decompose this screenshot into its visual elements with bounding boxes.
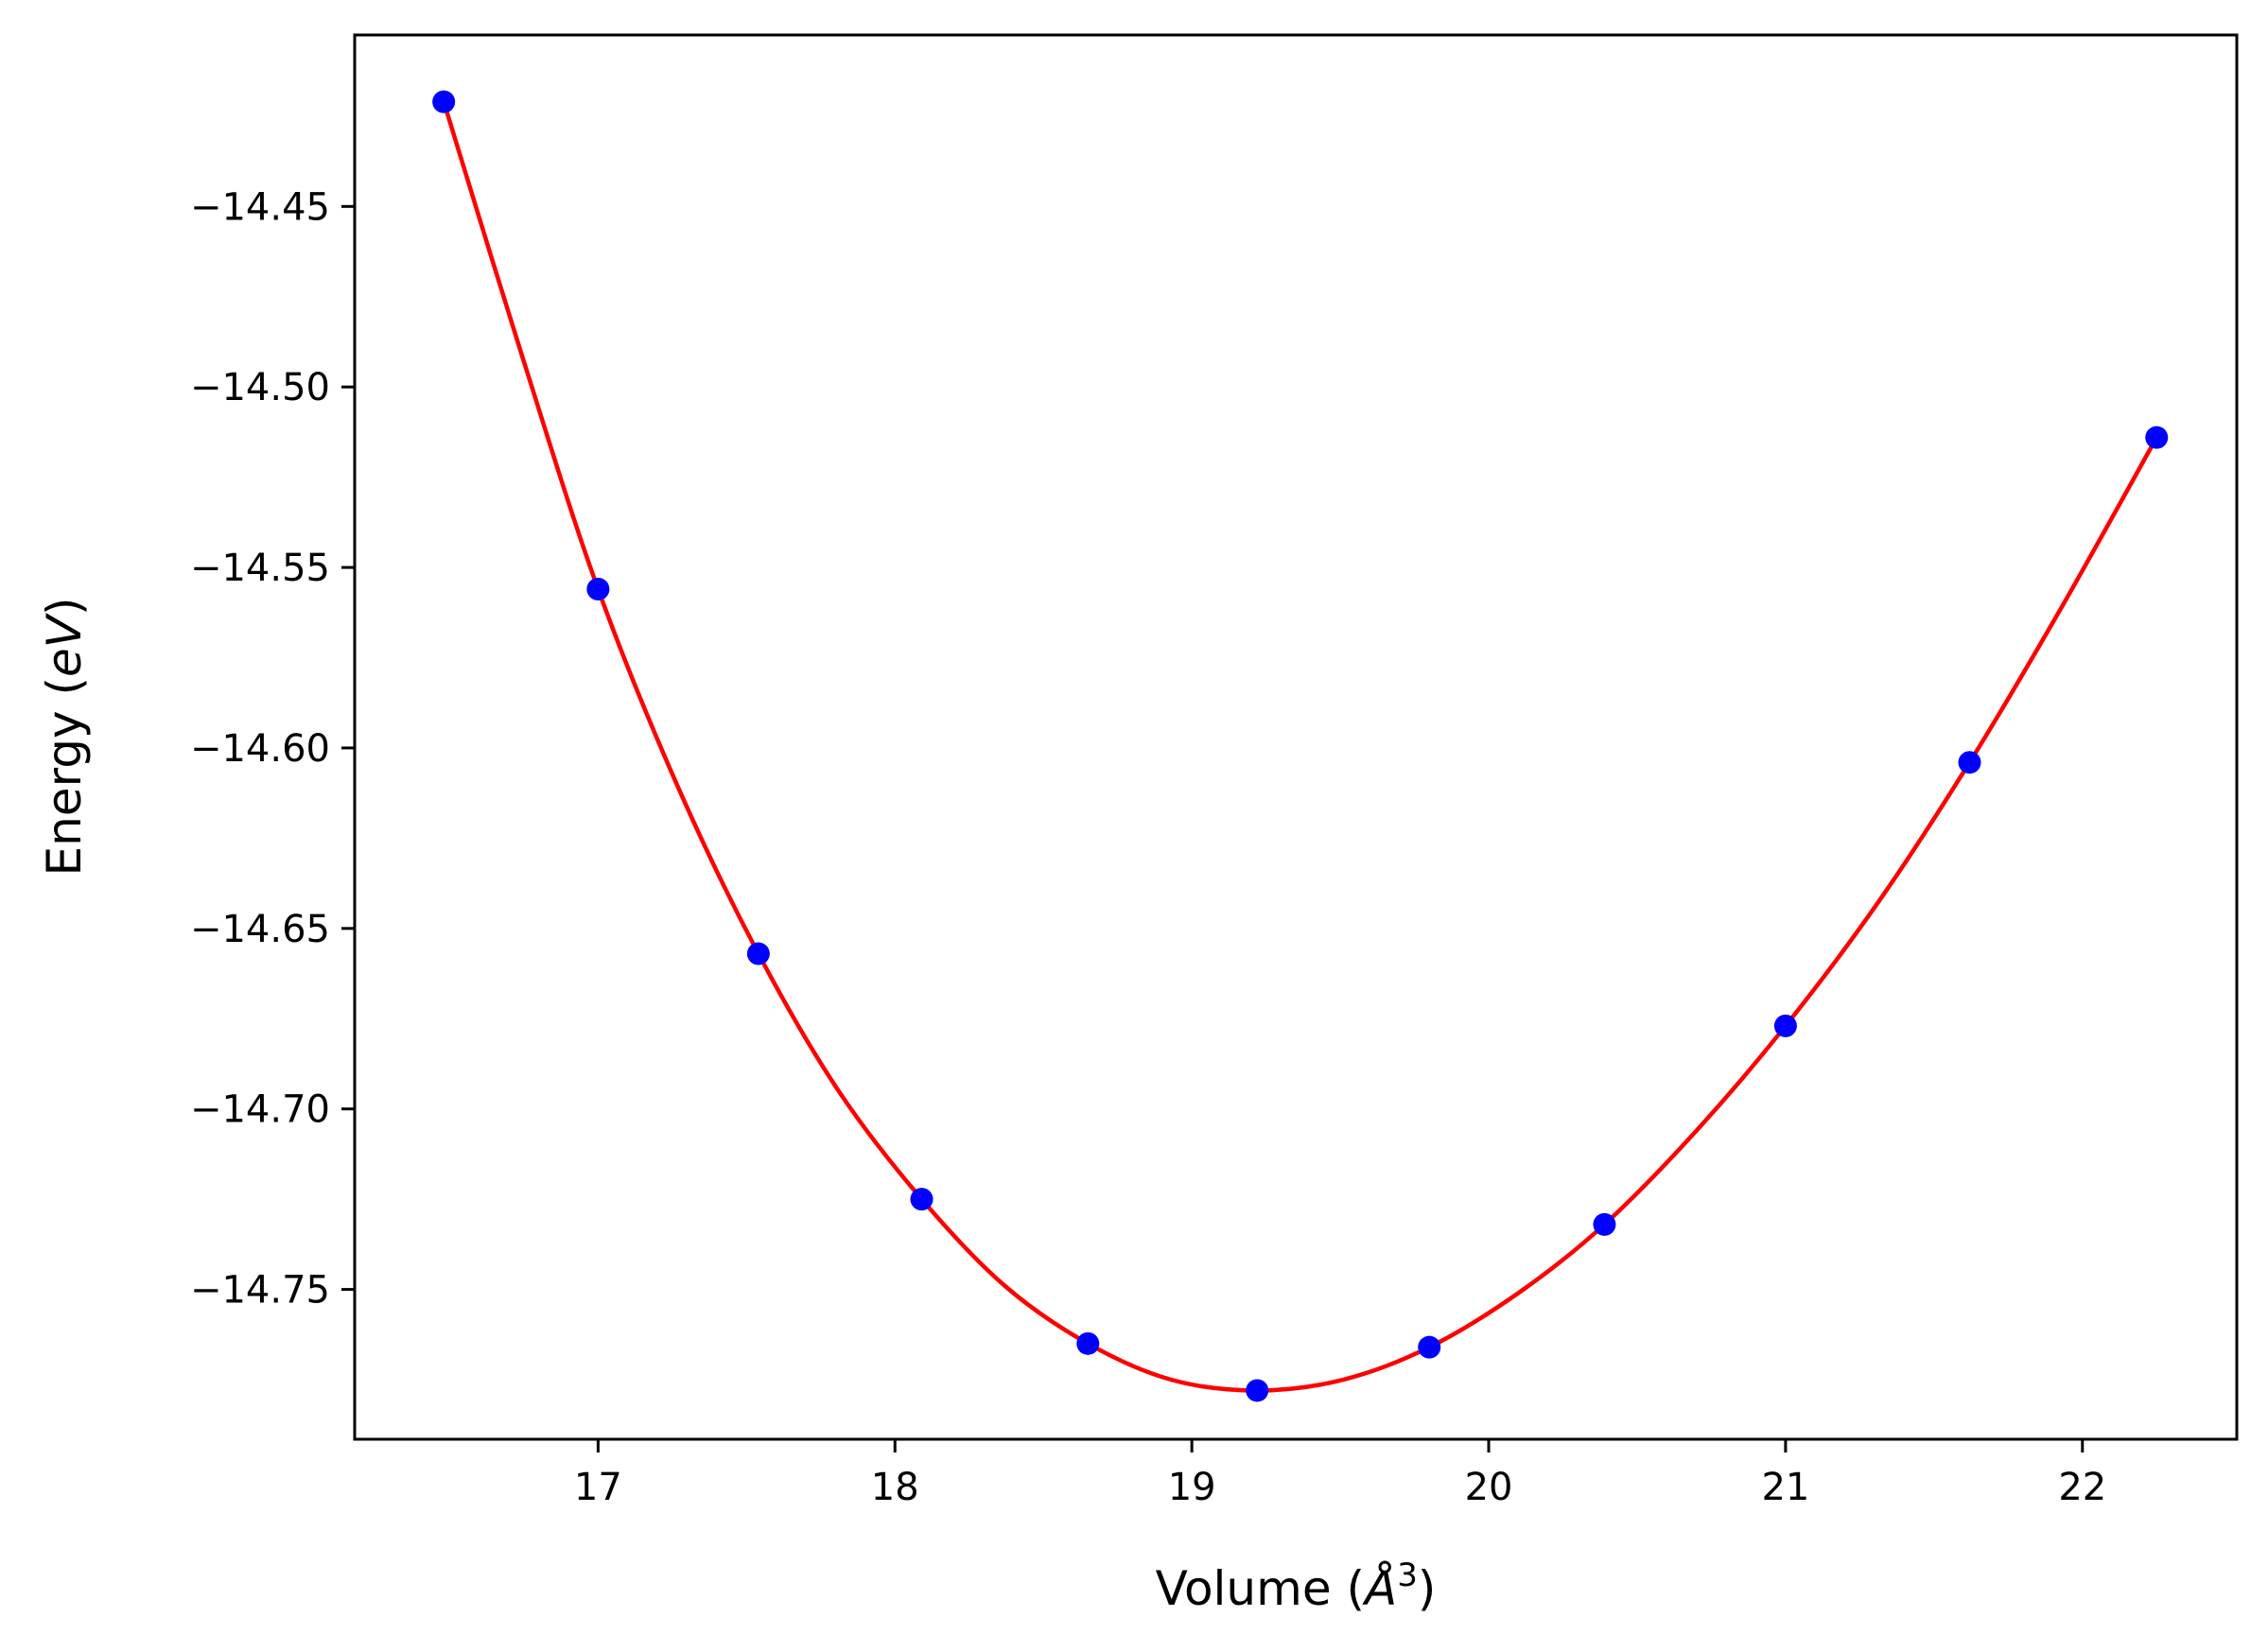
y-tick-label: −14.60 bbox=[190, 727, 330, 771]
y-axis-label: Energy (eV) bbox=[37, 598, 92, 877]
data-point bbox=[1246, 1379, 1269, 1402]
data-point bbox=[2145, 426, 2169, 449]
plot-frame bbox=[353, 33, 2239, 1441]
x-axis-label: Volume (Å3) bbox=[1156, 1556, 1437, 1616]
y-tick-label: −14.45 bbox=[190, 185, 330, 229]
y-tick-label: −14.70 bbox=[190, 1088, 330, 1132]
data-point bbox=[1418, 1335, 1441, 1359]
data-point bbox=[910, 1188, 933, 1211]
data-points-layer bbox=[432, 90, 2169, 1402]
x-tick-label: 22 bbox=[2058, 1466, 2106, 1509]
y-tick-label: −14.75 bbox=[190, 1269, 330, 1313]
data-point bbox=[1958, 751, 1981, 774]
x-tick-label: 19 bbox=[1168, 1466, 1216, 1509]
x-tick-label: 17 bbox=[574, 1466, 622, 1509]
data-point bbox=[586, 577, 610, 600]
data-point bbox=[432, 90, 456, 113]
fit-curve-layer bbox=[442, 100, 2159, 1393]
x-tick-label: 21 bbox=[1761, 1466, 1809, 1509]
y-tick-label: −14.55 bbox=[190, 547, 330, 590]
data-point bbox=[1593, 1212, 1616, 1236]
x-tick-label: 18 bbox=[871, 1466, 919, 1509]
data-point bbox=[746, 942, 770, 965]
x-axis-ticks: 17 18 19 20 21 22 bbox=[574, 1439, 2106, 1509]
y-axis-ticks: −14.75 −14.70 −14.65 −14.60 −14.55 −14.50 −14.… bbox=[190, 185, 355, 1313]
data-point bbox=[1773, 1014, 1797, 1037]
x-tick-label: 20 bbox=[1465, 1466, 1513, 1509]
y-tick-label: −14.65 bbox=[190, 908, 330, 951]
y-tick-label: −14.50 bbox=[190, 366, 330, 409]
fit-curve-line bbox=[442, 100, 2159, 1393]
data-point bbox=[1076, 1331, 1100, 1355]
